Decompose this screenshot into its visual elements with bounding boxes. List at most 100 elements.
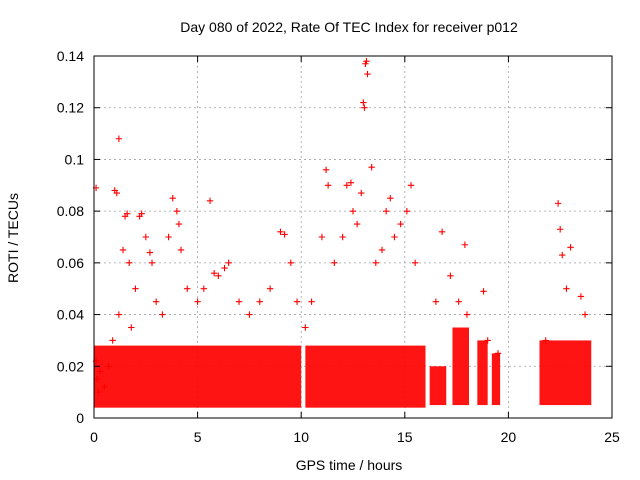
data-point xyxy=(567,244,574,251)
data-point xyxy=(148,259,156,267)
data-point xyxy=(361,104,368,111)
data-point xyxy=(480,288,487,295)
axis-ticks: 0 5 10 15 20 25 0 0.02 0.04 0.06 0.08 0.1 0.12 0.14 xyxy=(57,48,620,445)
data-point xyxy=(581,311,589,318)
data-point xyxy=(331,259,338,267)
data-point xyxy=(293,298,301,305)
data-point xyxy=(221,264,228,272)
data-point xyxy=(343,182,350,189)
data-point xyxy=(494,350,502,357)
data-point xyxy=(372,259,379,267)
data-point xyxy=(463,311,471,318)
data-point xyxy=(397,220,404,228)
data-point xyxy=(542,337,549,344)
data-point xyxy=(324,182,332,189)
data-point xyxy=(128,324,135,331)
data-point xyxy=(115,135,123,142)
data-point xyxy=(287,259,295,267)
dense-band xyxy=(539,340,592,406)
data-point xyxy=(554,200,562,207)
data-point xyxy=(105,363,112,370)
data-point xyxy=(194,298,201,305)
data-point xyxy=(152,298,160,305)
data-point xyxy=(368,163,375,171)
dense-band xyxy=(305,345,426,408)
data-point xyxy=(215,272,222,279)
data-point xyxy=(563,285,570,292)
y-axis-label: ROTI / TECUs xyxy=(5,193,21,283)
data-point xyxy=(358,189,365,197)
y-tick-label: 0 xyxy=(76,410,84,426)
data-point xyxy=(432,298,440,305)
y-tick-label: 0.06 xyxy=(57,255,84,271)
data-point xyxy=(184,285,191,292)
dense-band xyxy=(94,345,302,408)
data-point xyxy=(403,207,411,215)
data-point xyxy=(101,383,108,391)
x-tick-label: 15 xyxy=(397,429,413,445)
data-point xyxy=(382,207,390,215)
data-point xyxy=(364,70,371,78)
plot-frame xyxy=(93,55,613,419)
data-point xyxy=(200,285,208,292)
data-point xyxy=(210,270,218,277)
data-point xyxy=(277,228,284,236)
data-point xyxy=(347,179,355,186)
data-point xyxy=(123,210,131,217)
y-tick-label: 0.12 xyxy=(57,100,84,116)
data-point xyxy=(235,298,243,305)
dense-band xyxy=(452,327,470,406)
data-point xyxy=(391,233,398,241)
data-point xyxy=(363,57,370,65)
data-point xyxy=(109,337,116,344)
data-point xyxy=(94,388,102,396)
x-axis-label: GPS time / hours xyxy=(296,457,403,473)
data-point xyxy=(353,220,361,228)
data-point xyxy=(165,233,172,241)
data-point xyxy=(132,285,139,292)
data-point xyxy=(246,311,253,318)
dense-band xyxy=(429,366,447,406)
data-point xyxy=(302,324,309,331)
x-tick-label: 10 xyxy=(293,429,309,445)
dense-point-bands xyxy=(94,327,592,408)
data-point xyxy=(387,195,394,202)
data-point xyxy=(438,228,446,236)
x-tick-label: 5 xyxy=(194,429,202,445)
data-point xyxy=(360,99,367,106)
data-point xyxy=(318,233,326,241)
data-point xyxy=(407,182,415,189)
data-point xyxy=(97,368,104,375)
data-point xyxy=(225,259,232,267)
data-point xyxy=(322,166,330,173)
dense-band xyxy=(491,353,501,406)
y-tick-label: 0.14 xyxy=(57,48,84,64)
data-point xyxy=(206,197,214,204)
data-point xyxy=(175,220,183,228)
data-point xyxy=(484,337,491,344)
data-point xyxy=(339,233,346,241)
x-tick-label: 0 xyxy=(90,429,98,445)
data-point xyxy=(113,189,120,197)
data-point xyxy=(169,195,176,202)
dense-band xyxy=(477,340,488,406)
x-tick-label: 25 xyxy=(604,429,620,445)
y-tick-label: 0.1 xyxy=(65,151,85,167)
data-point xyxy=(266,285,274,292)
data-point xyxy=(281,231,288,238)
data-point xyxy=(447,272,454,279)
data-point xyxy=(557,226,564,233)
data-point xyxy=(177,246,185,254)
y-tick-label: 0.08 xyxy=(57,203,84,219)
data-point xyxy=(119,246,127,254)
x-tick-label: 20 xyxy=(501,429,517,445)
y-tick-label: 0.02 xyxy=(57,358,84,374)
data-points xyxy=(92,57,589,396)
data-point xyxy=(115,311,123,318)
chart-title: Day 080 of 2022, Rate Of TEC Index for r… xyxy=(180,19,518,35)
data-point xyxy=(308,298,315,305)
data-point xyxy=(142,233,149,241)
data-point xyxy=(138,210,145,217)
data-point xyxy=(173,207,181,215)
